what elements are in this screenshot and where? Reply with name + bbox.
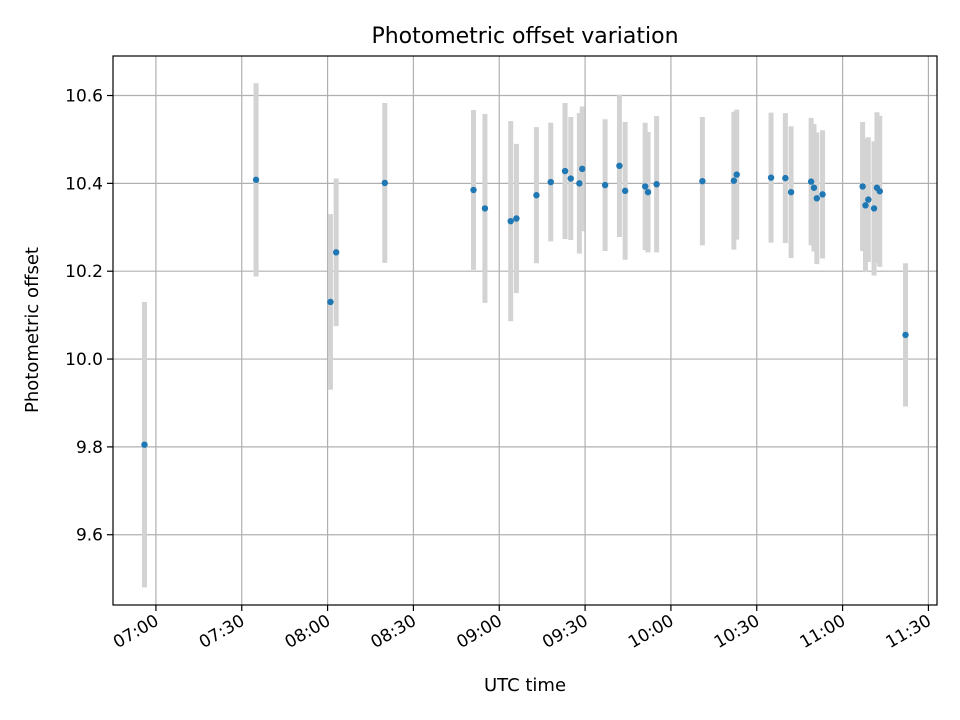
data-point: [616, 162, 623, 169]
data-point: [252, 176, 260, 184]
data-point: [767, 174, 775, 181]
data-point: [730, 177, 738, 184]
data-point: [141, 441, 148, 448]
data-point: [813, 195, 821, 202]
data-point: [381, 179, 389, 187]
y-tick-label: 10.6: [65, 87, 103, 107]
data-point: [576, 180, 583, 187]
data-point: [470, 186, 477, 194]
data-point: [507, 217, 514, 225]
data-point: [641, 183, 649, 190]
y-axis: 9.6 9.8 10.0 10.2 10.4 10.6: [65, 87, 113, 546]
data-point: [644, 188, 652, 196]
y-tick-label: 10.2: [65, 262, 103, 282]
plot-frame: [112, 55, 938, 606]
data-point: [782, 174, 789, 182]
x-axis-label: UTC time: [484, 675, 566, 696]
data-point: [327, 298, 334, 306]
data-point: [579, 165, 586, 173]
data-point: [621, 187, 629, 195]
data-point: [733, 171, 740, 178]
data-point: [870, 205, 878, 212]
data-point: [513, 215, 520, 222]
y-tick-label: 9.8: [76, 438, 103, 458]
data-point: [601, 181, 609, 189]
data-point: [332, 249, 340, 256]
data-point: [810, 184, 818, 191]
data-point: [807, 178, 815, 185]
data-point: [862, 202, 869, 209]
data-point: [533, 192, 540, 199]
chart-title: Photometric offset variation: [371, 24, 678, 49]
data-point: [567, 175, 574, 182]
y-axis-label: Photometric offset: [22, 247, 43, 413]
data-points: [141, 162, 909, 448]
data-point: [547, 178, 554, 186]
data-point: [865, 196, 872, 203]
data-point: [819, 191, 826, 198]
y-tick-label: 9.6: [76, 526, 103, 546]
data-point: [902, 331, 909, 339]
data-point: [653, 181, 660, 188]
data-point: [859, 183, 866, 190]
data-point: [876, 188, 883, 195]
data-point: [699, 177, 706, 185]
grid: [113, 56, 937, 605]
y-tick-label: 10.0: [65, 350, 103, 370]
data-point: [787, 188, 795, 196]
data-point: [481, 205, 489, 212]
data-point: [561, 167, 569, 175]
y-tick-label: 10.4: [65, 174, 103, 194]
